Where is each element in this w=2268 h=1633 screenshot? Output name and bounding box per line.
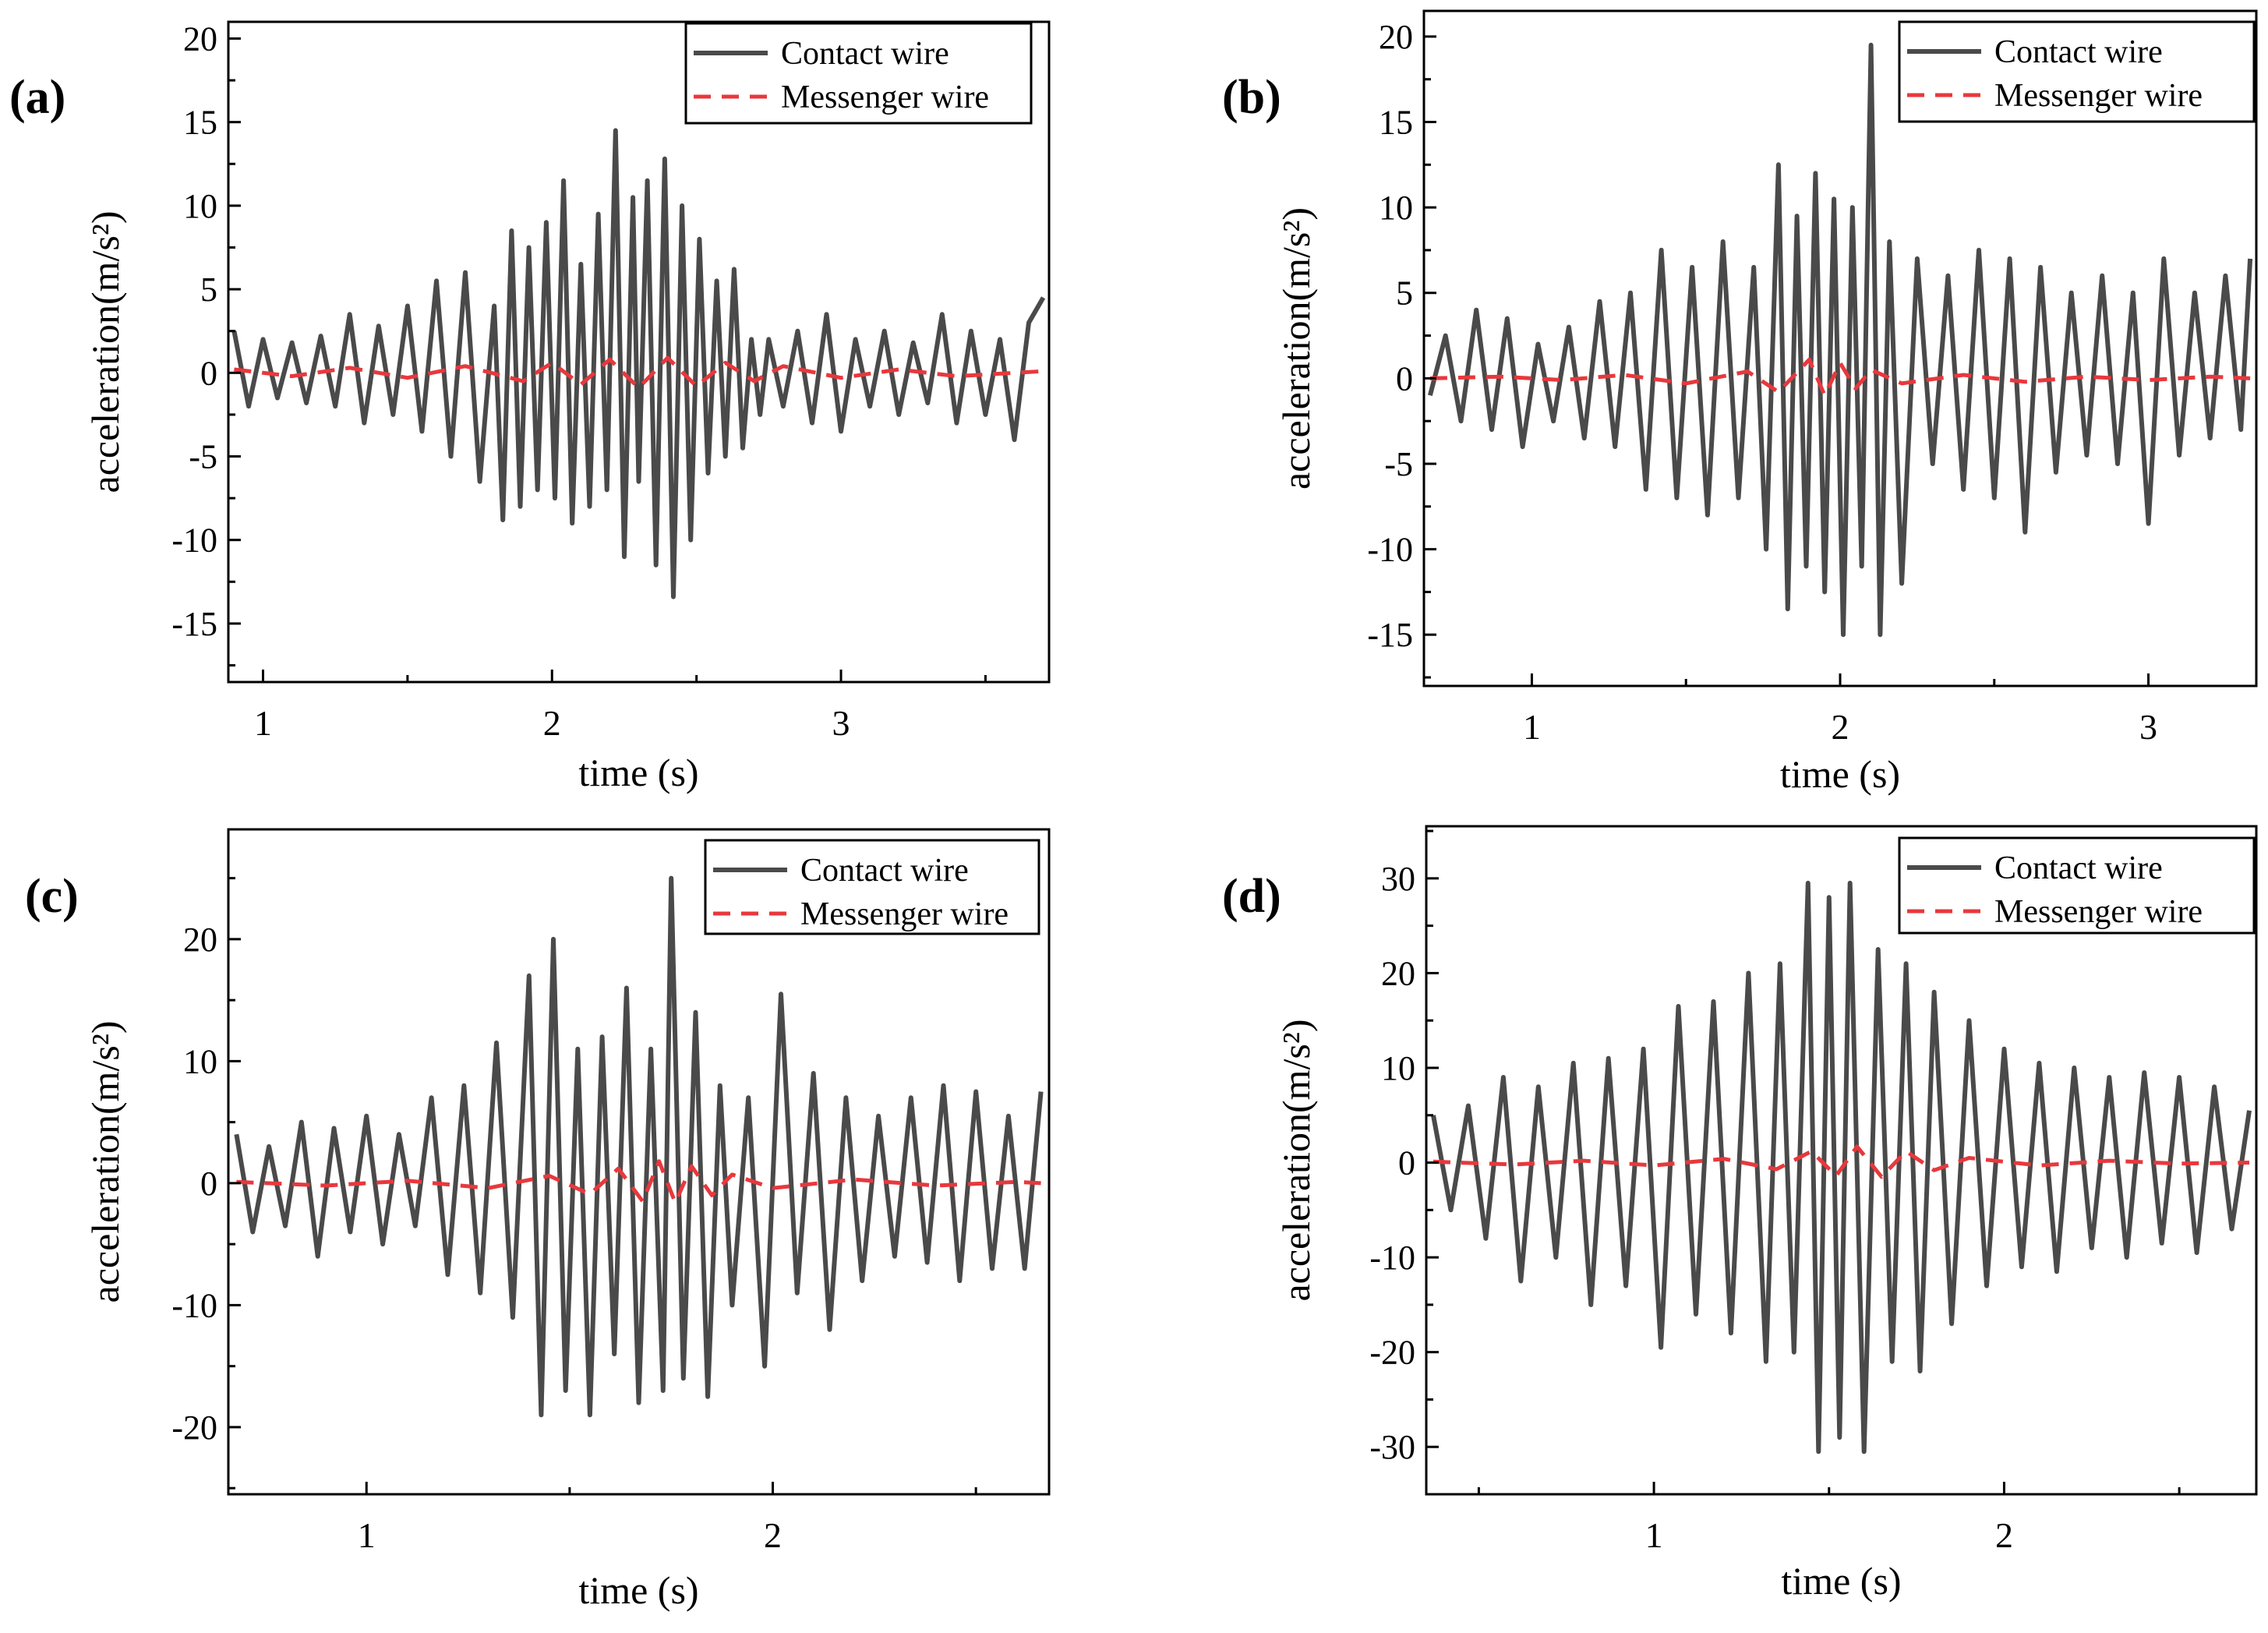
y-tick-label: -20 — [1369, 1334, 1415, 1372]
x-axis-title: time (s) — [578, 1568, 698, 1612]
contact-wire-series-line — [1431, 880, 2252, 1455]
legend-contact-label: Contact wire — [1994, 850, 2163, 886]
x-tick-label: 1 — [358, 1515, 376, 1555]
y-tick-label: 5 — [1396, 274, 1413, 313]
y-tick-label: -10 — [171, 1286, 217, 1324]
y-tick-label: 30 — [1381, 860, 1415, 898]
legend-contact-label: Contact wire — [800, 853, 969, 889]
legend: Contact wire Messenger wire — [1898, 20, 2256, 123]
legend-messenger-label: Messenger wire — [800, 896, 1009, 932]
y-tick-label: -15 — [1367, 616, 1413, 654]
y-tick-label: -15 — [171, 605, 217, 643]
contact-wire-series-line — [234, 875, 1044, 1418]
legend: Contact wire Messenger wire — [1898, 836, 2256, 935]
y-tick-label: 0 — [1396, 359, 1413, 398]
plot-frame — [1425, 825, 2258, 1496]
y-tick-label: -10 — [1367, 531, 1413, 569]
messenger-wire-series-line — [234, 355, 1044, 391]
y-tick-label: 15 — [183, 104, 217, 142]
y-tick-label: 20 — [1381, 954, 1415, 992]
messenger-wire-series-line — [236, 1159, 1041, 1205]
x-tick-label: 3 — [832, 703, 850, 743]
y-axis-title: acceleration(m/s²) — [83, 210, 127, 493]
y-tick-label: 10 — [183, 187, 217, 225]
y-axis-title: acceleration(m/s²) — [1274, 1019, 1318, 1301]
legend-box — [704, 839, 1040, 935]
messenger-wire-series-line — [1433, 1144, 2250, 1179]
y-tick-label: 0 — [1398, 1144, 1415, 1182]
legend-messenger-label: Messenger wire — [781, 80, 989, 115]
y-tick-label: -5 — [189, 438, 217, 476]
x-tick-label: 2 — [764, 1515, 782, 1555]
legend-contact-label: Contact wire — [1994, 34, 2163, 70]
x-tick-label: 2 — [1832, 707, 1849, 747]
panel-label: (d) — [1222, 870, 1281, 923]
legend-box — [1898, 20, 2256, 123]
x-tick-label: 1 — [1645, 1515, 1663, 1555]
y-tick-label: -10 — [1369, 1239, 1415, 1277]
y-axis-title: acceleration(m/s²) — [83, 1020, 127, 1303]
x-tick-label: 1 — [1523, 707, 1541, 747]
legend-messenger-label: Messenger wire — [1994, 894, 2203, 930]
panel-label: (a) — [9, 71, 65, 124]
y-tick-label: 10 — [1381, 1049, 1415, 1087]
y-tick-label: 10 — [183, 1042, 217, 1080]
y-tick-label: 5 — [200, 270, 217, 309]
plot-frame — [227, 828, 1051, 1496]
panel-b: 1 2 3 -15 -10 -5 0 5 10 15 20 time (s) acceleration(… — [1222, 9, 2258, 796]
x-tick-label: 2 — [1995, 1515, 2013, 1555]
y-tick-label: 10 — [1379, 189, 1413, 227]
legend-box — [1898, 836, 2256, 935]
y-tick-label: -5 — [1384, 445, 1413, 483]
panel-c: 1 2 -20 -10 0 10 20 time (s) acceleration(m/s²) (… — [25, 828, 1051, 1612]
y-axis-title: acceleration(m/s²) — [1274, 207, 1318, 490]
plot-frame — [227, 20, 1051, 684]
x-axis-title: time (s) — [578, 751, 698, 794]
x-tick-label: 2 — [543, 703, 561, 743]
legend-messenger-label: Messenger wire — [1994, 78, 2203, 114]
y-tick-label: 0 — [200, 1165, 217, 1203]
y-tick-label: -30 — [1369, 1428, 1415, 1466]
y-tick-label: 20 — [183, 921, 217, 959]
x-tick-label: 3 — [2139, 707, 2157, 747]
y-tick-label: 0 — [200, 354, 217, 392]
panel-label: (c) — [25, 870, 79, 923]
x-axis-title: time (s) — [1780, 752, 1900, 796]
y-tick-label: 20 — [183, 19, 217, 58]
legend: Contact wire Messenger wire — [704, 839, 1040, 935]
panel-a: 1 2 3 -15 -10 -5 0 5 10 15 20 time (s) acceleration(… — [9, 19, 1051, 794]
x-axis-title: time (s) — [1781, 1559, 1901, 1603]
y-tick-label: 20 — [1379, 18, 1413, 56]
panel-label: (b) — [1222, 71, 1281, 124]
panel-d: 1 2 -30 -20 -10 0 10 20 30 time (s) acceleration(m… — [1222, 825, 2258, 1603]
legend-box — [684, 22, 1033, 125]
y-tick-label: -10 — [171, 521, 217, 560]
contact-wire-series-line — [1427, 42, 2253, 638]
legend: Contact wire Messenger wire — [684, 22, 1033, 125]
x-tick-label: 1 — [254, 703, 272, 743]
y-tick-label: 15 — [1379, 104, 1413, 142]
contact-wire-series-line — [231, 128, 1046, 599]
y-tick-label: -20 — [171, 1409, 217, 1447]
legend-contact-label: Contact wire — [781, 36, 949, 72]
